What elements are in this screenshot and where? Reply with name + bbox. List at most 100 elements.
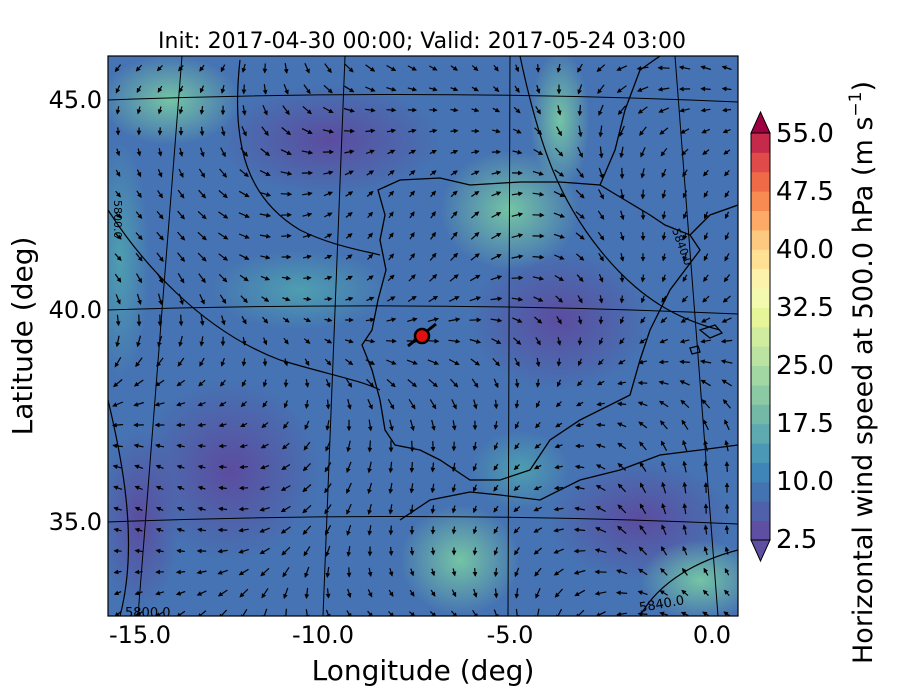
x-tick-minus5: -5.0 <box>487 621 534 649</box>
wind-vector-arrow <box>303 84 311 95</box>
wind-vector-arrow <box>534 127 543 135</box>
wind-vector-arrow <box>680 399 690 409</box>
wind-vector-arrow <box>197 485 206 491</box>
wind-vector-arrow <box>513 526 521 534</box>
wind-vector-arrow <box>218 273 228 283</box>
wind-vector-arrow <box>490 317 503 323</box>
wind-vector-arrow <box>177 231 186 241</box>
wind-vector-arrow <box>136 106 142 115</box>
wind-vector-arrow <box>702 295 710 303</box>
wind-vector-arrow <box>156 357 164 367</box>
wind-vector-arrow <box>344 170 354 176</box>
wind-vector-arrow <box>239 588 249 598</box>
wind-vector-arrow <box>155 590 165 596</box>
wind-vector-arrow <box>450 128 459 134</box>
wind-vector-arrow <box>450 252 459 261</box>
wind-vector-arrow <box>283 83 289 95</box>
wind-vector-arrow <box>344 338 354 344</box>
wind-vector-arrow <box>178 85 184 93</box>
wind-vector-arrow <box>450 107 459 113</box>
wind-vector-arrow <box>367 253 374 260</box>
wind-vector-arrow <box>157 293 163 306</box>
colorbar-band <box>751 462 770 483</box>
wind-vector-arrow <box>658 380 669 386</box>
wind-vector-arrow <box>598 274 604 283</box>
wind-vector-arrow <box>409 568 415 577</box>
wind-vector-arrow <box>239 274 249 282</box>
wind-vector-arrow <box>388 253 395 261</box>
wind-vector-arrow <box>322 128 335 134</box>
wind-vector-arrow <box>679 359 690 365</box>
wind-vector-arrow <box>303 441 311 451</box>
wind-vector-arrow <box>114 211 122 219</box>
wind-vector-arrow <box>388 589 394 597</box>
colorbar-tick-40: 40.0 <box>776 235 834 265</box>
wind-vector-arrow <box>471 190 480 197</box>
colorbar-band <box>751 384 770 405</box>
wind-vector-arrow <box>638 421 648 429</box>
wind-vector-arrow <box>220 64 226 73</box>
wind-vector-arrow <box>682 481 688 494</box>
wind-vector-arrow <box>724 211 730 220</box>
wind-vector-arrow <box>176 527 185 533</box>
wind-vector-arrow <box>238 190 250 198</box>
wind-vector-arrow <box>177 210 185 220</box>
wind-vector-arrow <box>598 316 604 325</box>
wind-vector-arrow <box>535 64 541 73</box>
wind-vector-arrow <box>365 338 376 344</box>
iberia-coastline <box>361 177 701 481</box>
wind-vector-arrow <box>679 380 690 386</box>
x-axis-label: Longitude (deg) <box>312 654 535 687</box>
colorbar: 55.0 47.5 40.0 32.5 25.0 17.5 10.0 2.5 H… <box>750 81 879 664</box>
wind-vector-arrow <box>723 149 731 155</box>
wind-vector-arrow <box>640 147 646 158</box>
wind-vector-arrow <box>367 232 373 239</box>
wind-vector-arrow <box>661 481 667 494</box>
wind-vector-arrow <box>220 315 226 326</box>
wind-vector-arrow <box>367 440 373 453</box>
wind-vector-arrow <box>429 86 438 92</box>
wind-vector-arrow <box>724 461 730 472</box>
wind-vector-arrow <box>430 547 436 556</box>
wind-vector-arrow <box>513 485 521 491</box>
wind-vector-arrow <box>325 399 331 410</box>
wind-vector-arrow <box>367 525 373 536</box>
wind-vector-arrow <box>514 442 520 450</box>
wind-vector-arrow <box>595 505 606 513</box>
wind-vector-arrow <box>491 170 502 176</box>
wind-vector-arrow <box>134 590 143 596</box>
colorbar-band <box>751 210 770 231</box>
wind-vector-arrow <box>304 566 310 578</box>
wind-vector-arrow <box>388 482 394 494</box>
wind-vector-arrow <box>407 295 417 303</box>
wind-vector-arrow <box>345 358 354 366</box>
wind-vector-arrow <box>157 169 163 178</box>
wind-vector-arrow <box>596 380 605 386</box>
wind-vector-arrow <box>556 358 562 367</box>
wind-vector-arrow <box>512 128 522 134</box>
wind-vector-arrow <box>302 105 312 115</box>
wind-vector-arrow <box>346 482 352 494</box>
wind-vector-arrow <box>409 253 415 261</box>
wind-vector-arrow <box>534 316 543 324</box>
wind-vector-arrow <box>659 611 668 616</box>
wind-vector-arrow <box>365 86 376 92</box>
y-axis-label: Latitude (deg) <box>6 237 39 436</box>
wind-vector-arrow <box>472 588 478 598</box>
wind-vector-arrow <box>450 170 458 176</box>
wind-vector-arrow <box>471 86 479 92</box>
wind-vector-arrow <box>324 233 333 239</box>
wind-vector-arrow <box>115 314 121 327</box>
wind-vector-arrow <box>595 527 607 533</box>
wind-vector-arrow <box>241 84 247 95</box>
wind-vector-arrow <box>472 609 478 616</box>
wind-vector-arrow <box>639 338 647 344</box>
wind-vector-arrow <box>681 148 689 156</box>
wind-vector-arrow <box>472 568 478 577</box>
wind-vector-arrow <box>597 358 604 366</box>
wind-vector-arrow <box>470 232 480 240</box>
colorbar-band <box>751 249 770 270</box>
wind-vector-arrow <box>700 107 711 113</box>
wind-vector-arrow <box>282 317 290 323</box>
wind-vector-arrow <box>577 63 583 73</box>
